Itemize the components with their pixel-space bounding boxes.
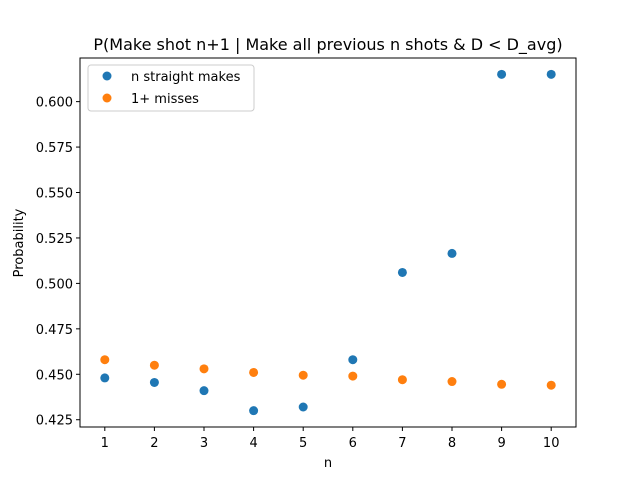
data-point xyxy=(249,367,259,377)
legend: n straight makes 1+ misses xyxy=(87,64,255,112)
x-tick-label: 7 xyxy=(398,436,406,451)
data-point xyxy=(497,69,507,79)
data-point xyxy=(149,377,159,387)
data-point xyxy=(298,402,308,412)
x-tick-label: 9 xyxy=(497,436,505,451)
y-tick-label: 0.475 xyxy=(36,323,73,338)
y-tick-label: 0.450 xyxy=(36,368,73,383)
data-point xyxy=(348,371,358,381)
data-point xyxy=(199,364,209,374)
x-tick-label: 2 xyxy=(150,436,158,451)
y-tick-label: 0.525 xyxy=(36,232,73,247)
x-axis: 1 2 3 4 5 6 7 8 9 10 xyxy=(101,427,560,451)
x-tick-label: 1 xyxy=(101,436,109,451)
data-point xyxy=(199,386,209,396)
data-point xyxy=(447,377,457,387)
y-tick-label: 0.425 xyxy=(36,414,73,429)
x-tick-label: 5 xyxy=(299,436,307,451)
y-tick-label: 0.600 xyxy=(36,96,73,111)
data-point xyxy=(546,69,556,79)
series-1 xyxy=(100,355,556,390)
legend-label: 1+ misses xyxy=(131,92,199,107)
plot-marks xyxy=(100,69,556,416)
x-tick-label: 10 xyxy=(543,436,560,451)
data-point xyxy=(100,355,110,365)
legend-label: n straight makes xyxy=(131,70,241,85)
chart-title: P(Make shot n+1 | Make all previous n sh… xyxy=(93,35,562,55)
data-point xyxy=(497,379,507,389)
x-tick-label: 6 xyxy=(349,436,357,451)
plot-frame xyxy=(79,57,577,428)
legend-marker xyxy=(102,71,112,81)
x-axis-label: n xyxy=(324,456,332,471)
data-point xyxy=(100,373,110,383)
legend-box xyxy=(87,64,255,112)
y-tick-label: 0.550 xyxy=(36,187,73,202)
legend-marker xyxy=(102,93,112,103)
data-point xyxy=(249,406,259,416)
data-point xyxy=(298,370,308,380)
data-point xyxy=(447,248,457,258)
y-tick-label: 0.500 xyxy=(36,277,73,292)
y-axis: 0.425 0.450 0.475 0.500 0.525 0.550 0.575 0.600 xyxy=(36,96,80,429)
x-tick-label: 4 xyxy=(249,436,257,451)
data-point xyxy=(397,267,407,277)
y-axis-label: Probability xyxy=(12,208,27,277)
series-0 xyxy=(100,69,556,416)
data-point xyxy=(546,380,556,390)
x-tick-label: 3 xyxy=(200,436,208,451)
data-point xyxy=(397,375,407,385)
x-tick-label: 8 xyxy=(448,436,456,451)
y-tick-label: 0.575 xyxy=(36,141,73,156)
data-point xyxy=(348,355,358,365)
data-point xyxy=(149,360,159,370)
